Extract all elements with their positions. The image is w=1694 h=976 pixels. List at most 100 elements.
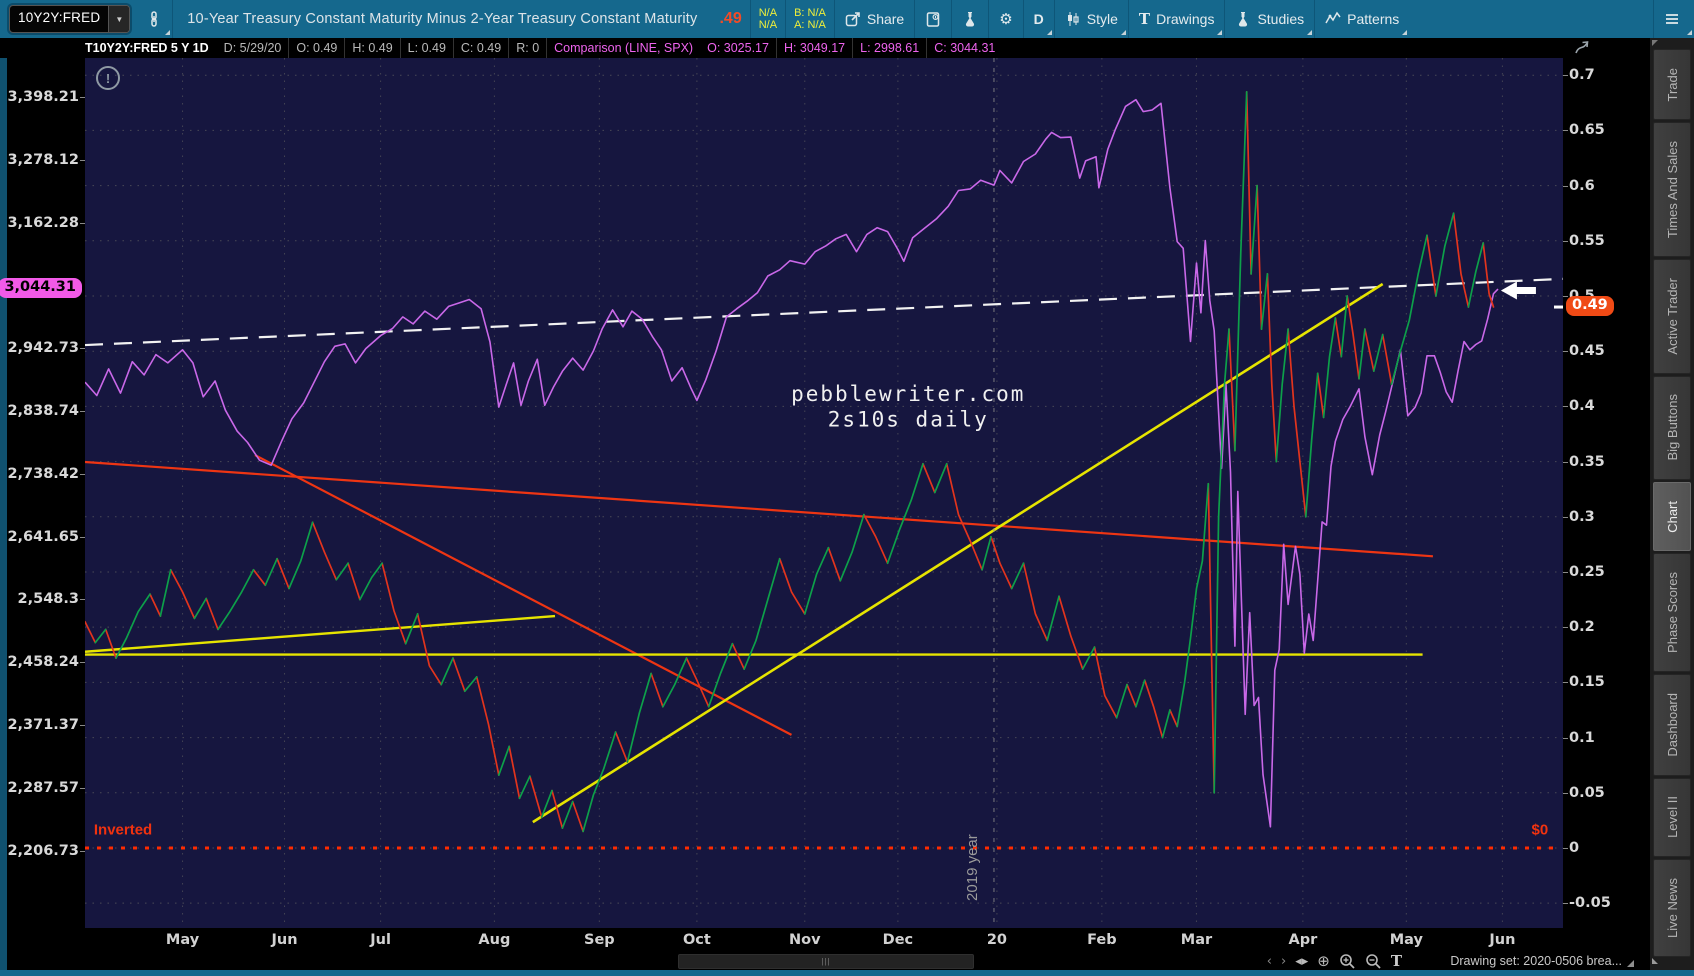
right-axis-label: 0.7 <box>1569 67 1595 84</box>
time-axis-label: Sep <box>584 932 615 948</box>
sidebar-tab-times-and-sales[interactable]: Times And Sales <box>1653 122 1691 258</box>
right-axis-tick <box>1563 461 1568 463</box>
left-axis-label: 2,458.24 <box>7 654 79 671</box>
chart-info-icon[interactable]: ! <box>96 66 120 90</box>
move-anchor-icon[interactable]: ⊕ <box>1317 952 1330 970</box>
right-axis-tick <box>1563 627 1568 629</box>
symbol-text[interactable]: 10Y2Y:FRED <box>18 10 101 25</box>
left-axis-label: 2,548.3 <box>17 591 79 608</box>
sidebar-tab-label: Level II <box>1664 796 1680 839</box>
sidebar-tab-big-buttons[interactable]: Big Buttons <box>1653 375 1691 480</box>
time-axis-label: 20 <box>986 932 1008 948</box>
sidebar-tab-live-news[interactable]: Live News <box>1653 859 1691 958</box>
chart-plot-area[interactable]: pebblewriter.com 2s10s daily Inverted $0 201… <box>85 58 1563 928</box>
right-axis-tick <box>1563 516 1568 518</box>
analyze-button[interactable] <box>952 0 988 38</box>
left-price-axis[interactable]: 3,398.21 3,278.12 3,162.28 2,942.73 2,838.74… <box>0 58 85 928</box>
ohlc-cell: O: 0.49 <box>288 38 344 58</box>
settings-button[interactable]: ⚙ <box>989 0 1022 38</box>
time-axis-label: May <box>165 932 200 948</box>
horizontal-scrollbar-thumb[interactable]: ||| <box>678 954 974 969</box>
chevron-down-icon: ▼ <box>115 14 124 24</box>
chart-nav-controls: ‹ › ◂▸ ⊕ T <box>1267 952 1402 970</box>
next-arrow-icon[interactable]: › <box>1280 953 1287 969</box>
instrument-title: 10-Year Treasury Constant Maturity Minus… <box>187 11 698 27</box>
left-axis-tick <box>80 473 85 475</box>
right-axis-label: 0.1 <box>1569 729 1595 746</box>
share-icon <box>845 12 860 27</box>
text-tool-icon: T <box>1138 10 1151 28</box>
share-button[interactable]: Share <box>835 0 914 38</box>
chart-info-bar: T10Y2Y:FRED 5 Y 1D D: 5/29/20 O: 0.49 H: 0… <box>0 38 1694 58</box>
sidebar-tab-level-ii[interactable]: Level II <box>1653 777 1691 858</box>
symbol-input[interactable]: 10Y2Y:FRED ▼ <box>9 5 131 33</box>
ohlc-cell: R: 0 <box>508 38 546 58</box>
left-axis-label: 2,287.57 <box>7 779 79 796</box>
white-dashed-trendline <box>85 277 1563 347</box>
resize-corner-icon[interactable] <box>1627 960 1634 967</box>
prev-arrow-icon[interactable]: ‹ <box>1266 953 1272 969</box>
ohlc-cell: L: 0.49 <box>399 38 453 58</box>
right-price-axis[interactable]: 0.70.650.60.550.50.450.40.350.30.250.20.… <box>1563 58 1650 928</box>
sidebar-collapse-icon[interactable] <box>1652 40 1658 46</box>
sidebar-tab-dashboard[interactable]: Dashboard <box>1653 674 1691 776</box>
left-axis-tick <box>80 724 85 726</box>
order-note-button[interactable] <box>915 0 951 38</box>
toolbar-separator <box>785 0 787 38</box>
right-axis-tick <box>1563 406 1568 408</box>
right-axis-tick <box>1563 240 1568 242</box>
gear-icon: ⚙ <box>999 9 1013 28</box>
right-axis-label: 0.45 <box>1569 343 1605 360</box>
left-axis-label: 3,278.12 <box>7 151 79 168</box>
chart-menu-button[interactable] <box>1654 0 1694 38</box>
pan-icon[interactable]: ◂▸ <box>1295 953 1309 969</box>
inverted-label: Inverted <box>94 822 152 839</box>
right-axis-tick <box>1563 682 1568 684</box>
style-button[interactable]: Style <box>1055 0 1128 38</box>
order-note-icon <box>926 12 940 27</box>
last-value: .49 <box>719 10 742 27</box>
window-bottom-edge <box>0 970 1694 976</box>
toolbar-separator <box>1314 0 1316 38</box>
watermark-line1: pebblewriter.com <box>791 382 1025 406</box>
comparison-ohlc-cell: H: 3049.17 <box>775 38 852 58</box>
yellow-uptrend-line <box>532 282 1384 824</box>
zero-dollar-label: $0 <box>1532 822 1549 839</box>
sidebar-tab-trade[interactable]: Trade <box>1653 49 1691 121</box>
studies-button[interactable]: Studies <box>1225 0 1314 38</box>
timeframe-button[interactable]: D <box>1024 0 1054 38</box>
sidebar-resize-icon[interactable] <box>1652 958 1658 964</box>
chart-symbol-info: T10Y2Y:FRED 5 Y 1D <box>85 41 209 55</box>
chart-toolbar: 10Y2Y:FRED ▼ 10-Year Treasury Constant M… <box>0 0 1694 38</box>
cursor-mode-icon[interactable] <box>1572 38 1590 56</box>
yellow-minor-rising-line <box>85 614 556 653</box>
drawings-button[interactable]: T Drawings <box>1129 0 1225 38</box>
toolbar-separator <box>1022 0 1024 38</box>
sidebar-tab-label: Live News <box>1664 878 1680 939</box>
right-axis-tick <box>1563 571 1568 573</box>
drawing-set-label[interactable]: Drawing set: 2020-0506 brea... <box>1450 954 1622 968</box>
sidebar-tab-active-trader[interactable]: Active Trader <box>1653 259 1691 374</box>
right-axis-label: -0.05 <box>1569 895 1611 912</box>
toolbar-separator <box>988 0 990 38</box>
ohlc-cells: D: 5/29/20 O: 0.49 H: 0.49 L: 0.49 C: 0.49 R:… <box>217 38 546 58</box>
window-edge-strip <box>0 58 7 970</box>
sidebar-tab-phase-scores[interactable]: Phase Scores <box>1653 553 1691 673</box>
left-arrow-marker <box>1500 281 1536 300</box>
zoom-in-icon[interactable] <box>1339 953 1356 970</box>
zoom-out-icon[interactable] <box>1365 953 1382 970</box>
text-note-icon[interactable]: T <box>1390 952 1402 970</box>
toolbar-separator <box>1053 0 1055 38</box>
link-icon <box>151 11 158 27</box>
link-button[interactable] <box>136 0 172 38</box>
gadget-sidebar: Trade Times And Sales Active Trader Big But… <box>1650 38 1694 970</box>
comparison-ohlc-cells: O: 3025.17 H: 3049.17 L: 2998.61 C: 3044.31 <box>700 38 1002 58</box>
scrollbar-grip-icon: ||| <box>821 956 831 966</box>
patterns-button[interactable]: Patterns <box>1315 0 1409 38</box>
sidebar-tab-chart[interactable]: Chart <box>1653 481 1691 552</box>
comparison-ohlc-cell: O: 3025.17 <box>707 41 769 55</box>
sidebar-tab-label: Times And Sales <box>1664 141 1680 239</box>
time-axis[interactable]: May Jun Jul Aug Sep Oct Nov Dec 20 Feb Mar Apr May Ju… <box>85 930 1563 952</box>
symbol-dropdown-button[interactable]: ▼ <box>108 6 130 32</box>
